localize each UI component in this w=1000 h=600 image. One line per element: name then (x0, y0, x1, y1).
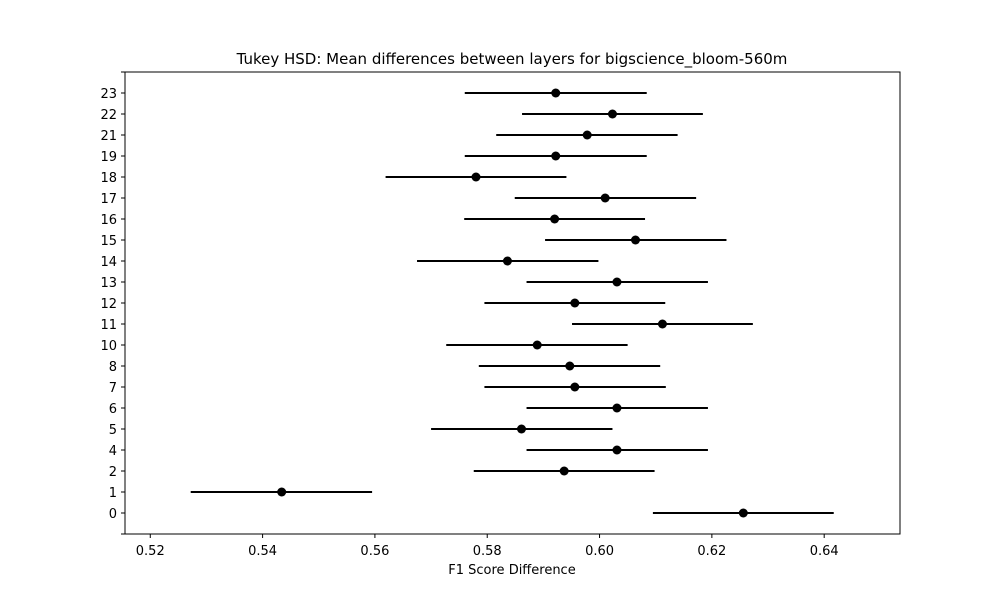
plot-frame (124, 71, 901, 535)
mean-point-layer-4 (612, 445, 622, 455)
mean-point-layer-12 (570, 298, 580, 308)
mean-point-layer-8 (565, 361, 575, 371)
mean-point-layer-17 (600, 193, 610, 203)
mean-point-layer-21 (582, 130, 592, 140)
y-tick-label: 0 (109, 507, 117, 522)
y-tick-label: 14 (100, 255, 117, 270)
y-tick-label: 11 (100, 318, 117, 333)
mean-point-layer-10 (532, 340, 542, 350)
x-tick-label: 0.62 (697, 544, 726, 559)
mean-point-layer-1 (277, 487, 287, 497)
y-tick-label: 23 (100, 87, 117, 102)
y-tick-label: 13 (100, 276, 117, 291)
mean-point-layer-22 (607, 109, 617, 119)
y-tick-label: 12 (100, 297, 117, 312)
y-tick-label: 1 (109, 486, 117, 501)
y-tick-label: 7 (109, 381, 117, 396)
chart-title: Tukey HSD: Mean differences between laye… (236, 50, 788, 69)
mean-point-layer-15 (630, 235, 640, 245)
y-tick-label: 22 (100, 108, 117, 123)
y-tick-label: 21 (100, 129, 117, 144)
x-tick-label: 0.64 (810, 544, 839, 559)
mean-point-layer-11 (657, 319, 667, 329)
mean-point-layer-19 (551, 151, 561, 161)
mean-point-layer-16 (550, 214, 560, 224)
plot-marks (190, 88, 834, 518)
mean-point-layer-13 (612, 277, 622, 287)
mean-point-layer-2 (559, 466, 569, 476)
x-tick-label: 0.52 (136, 544, 165, 559)
x-tick-label: 0.60 (585, 544, 614, 559)
y-tick-label: 2 (109, 465, 117, 480)
mean-point-layer-7 (570, 382, 580, 392)
mean-point-layer-18 (471, 172, 481, 182)
y-tick-label: 16 (100, 213, 117, 228)
y-tick-label: 15 (100, 234, 117, 249)
x-axis-label: F1 Score Difference (448, 563, 575, 578)
mean-point-layer-0 (738, 508, 748, 518)
mean-point-layer-5 (516, 424, 526, 434)
y-tick-label: 10 (100, 339, 117, 354)
mean-point-layer-14 (502, 256, 512, 266)
y-tick-label: 8 (109, 360, 117, 375)
mean-point-layer-6 (612, 403, 622, 413)
y-tick-label: 19 (100, 150, 117, 165)
y-tick-label: 18 (100, 171, 117, 186)
y-tick-label: 5 (109, 423, 117, 438)
y-tick-label: 17 (100, 192, 117, 207)
mean-point-layer-23 (551, 88, 561, 98)
x-tick-label: 0.54 (248, 544, 277, 559)
y-tick-label: 4 (109, 444, 117, 459)
y-tick-label: 6 (109, 402, 117, 417)
x-tick-label: 0.58 (473, 544, 502, 559)
x-tick-label: 0.56 (360, 544, 389, 559)
